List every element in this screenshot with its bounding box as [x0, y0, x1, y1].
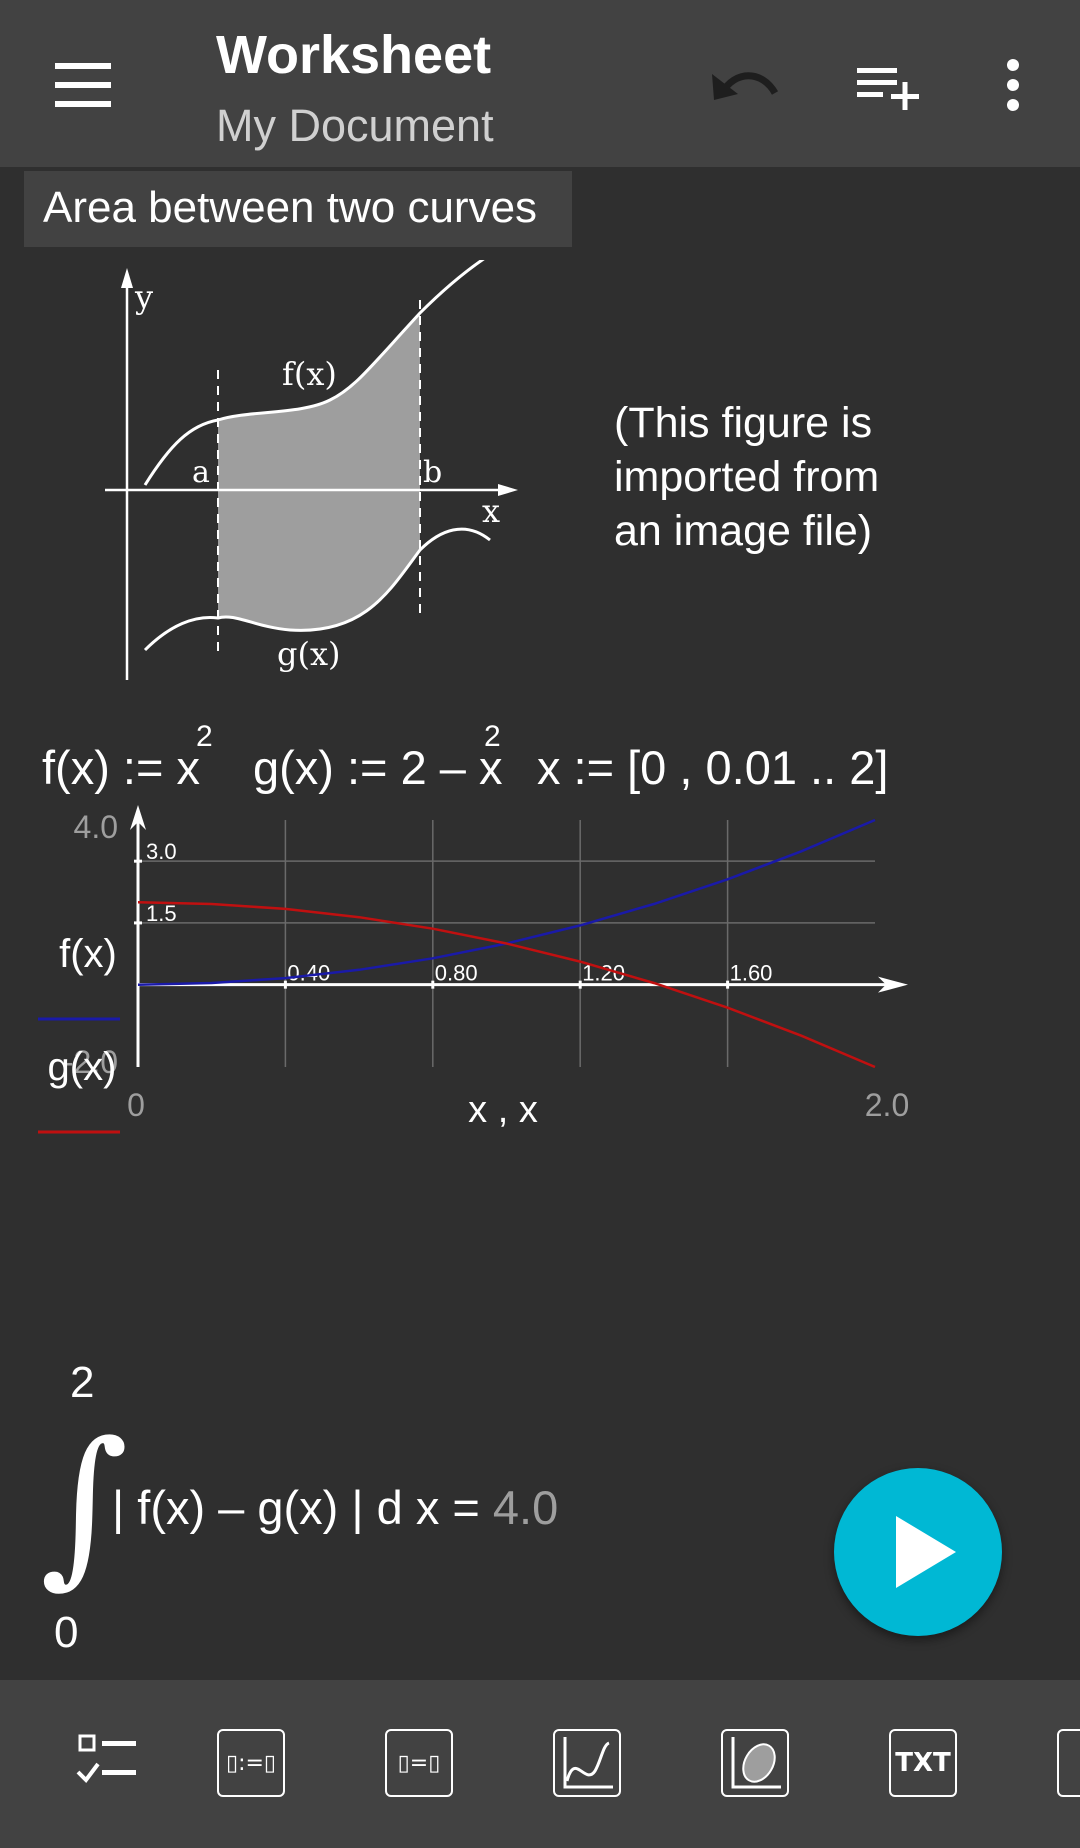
figure-f-label: f(x)	[282, 355, 337, 393]
undo-icon	[712, 72, 779, 100]
evaluate-tool[interactable]: ▯=▯	[385, 1729, 453, 1797]
area-figure-image[interactable]: y x f(x) g(x) a b	[90, 260, 530, 685]
figure-g-label: g(x)	[277, 635, 341, 673]
function-definitions: f(x) := x 2 g(x) := 2 – x 2 x := [0 , 0.…	[40, 720, 1040, 810]
y-tick-label: 1.5	[146, 901, 177, 926]
app-bar: Worksheet My Document	[0, 0, 1080, 167]
play-icon	[896, 1516, 956, 1588]
undo-button[interactable]	[700, 48, 788, 128]
section-header[interactable]: Area between two curves	[24, 171, 572, 247]
integral-expression[interactable]: 2 ∫ 0 | f(x) – g(x) | d x = 4.0	[30, 1358, 630, 1658]
f-definition[interactable]: f(x) := x	[42, 741, 200, 794]
legend-g-label: g(x)	[48, 1045, 117, 1089]
g-series-line	[137, 901, 876, 1069]
plot-series	[137, 818, 876, 1069]
integral-sign: ∫	[40, 1406, 129, 1604]
function-plot[interactable]: 0.40 0.80 1.20 1.603.01.5 4.0 -2.0 0 2.0 x …	[0, 800, 1000, 1340]
plot-tool[interactable]	[553, 1729, 621, 1797]
figure-note[interactable]: (This figure is imported from an image f…	[614, 396, 974, 558]
integral-upper-bound: 2	[70, 1358, 95, 1407]
image-plot-icon	[731, 1737, 781, 1789]
x-axis-label: x , x	[468, 1089, 538, 1131]
integral-lower-bound: 0	[54, 1608, 79, 1657]
integral-result: 4.0	[492, 1481, 559, 1534]
app-title: Worksheet	[216, 25, 492, 85]
y-bottom-label: -2.0	[63, 1044, 118, 1080]
legend-f-label: f(x)	[59, 932, 117, 976]
g-definition[interactable]: g(x) := 2 – x	[253, 741, 503, 794]
y-axis-arrow	[130, 805, 146, 830]
figure-f-curve	[143, 260, 485, 486]
checklist-tool[interactable]	[72, 1728, 142, 1800]
f-exponent: 2	[196, 720, 213, 753]
figure-g-curve	[143, 527, 491, 652]
more-tool[interactable]	[1057, 1729, 1080, 1797]
text-tool[interactable]: TXT	[889, 1729, 957, 1797]
figure-a-label: a	[192, 455, 210, 490]
figure-b-label: b	[423, 455, 442, 490]
document-name[interactable]: My Document	[216, 100, 494, 151]
integrand: | f(x) – g(x) | d x = 4.0	[112, 1480, 558, 1535]
menu-icon	[55, 63, 111, 107]
x-range-definition[interactable]: x := [0 , 0.01 .. 2]	[537, 741, 889, 794]
figure-note-line: imported from	[614, 453, 880, 501]
bottom-toolbar: ▯:=▯ ▯=▯ TXT	[0, 1680, 1080, 1848]
define-tool[interactable]: ▯:=▯	[217, 1729, 285, 1797]
figure-x-label: x	[482, 492, 500, 530]
figure-y-label: y	[134, 278, 153, 316]
add-row-button[interactable]	[845, 48, 933, 128]
plot-labels: 4.0 -2.0 0 2.0 x , x f(x) g(x)	[38, 809, 909, 1134]
x-axis-arrow	[878, 976, 908, 993]
more-vert-icon	[1007, 59, 1019, 111]
more-options-button[interactable]	[985, 45, 1045, 125]
calculate-button[interactable]	[834, 1468, 1002, 1636]
x-right-label: 2.0	[865, 1087, 909, 1123]
y-top-label: 4.0	[74, 809, 118, 845]
x-tick-label: 0.80	[435, 961, 478, 986]
plot-grid	[138, 820, 875, 1067]
plot-icon	[563, 1737, 613, 1789]
plot-axes: 0.40 0.80 1.20 1.603.01.5	[130, 805, 908, 1067]
figure-note-line: an image file)	[614, 507, 873, 555]
add-list-icon	[857, 68, 919, 110]
y-tick-label: 3.0	[146, 839, 177, 864]
image-tool[interactable]	[721, 1729, 789, 1797]
x-tick-label: 1.60	[730, 961, 773, 986]
figure-note-line: (This figure is	[614, 399, 873, 447]
checklist-icon	[76, 1734, 136, 1784]
integrand-text: | f(x) – g(x) | d x =	[112, 1481, 480, 1534]
g-exponent: 2	[484, 720, 501, 753]
x-left-label: 0	[127, 1087, 145, 1123]
menu-button[interactable]	[40, 45, 128, 125]
